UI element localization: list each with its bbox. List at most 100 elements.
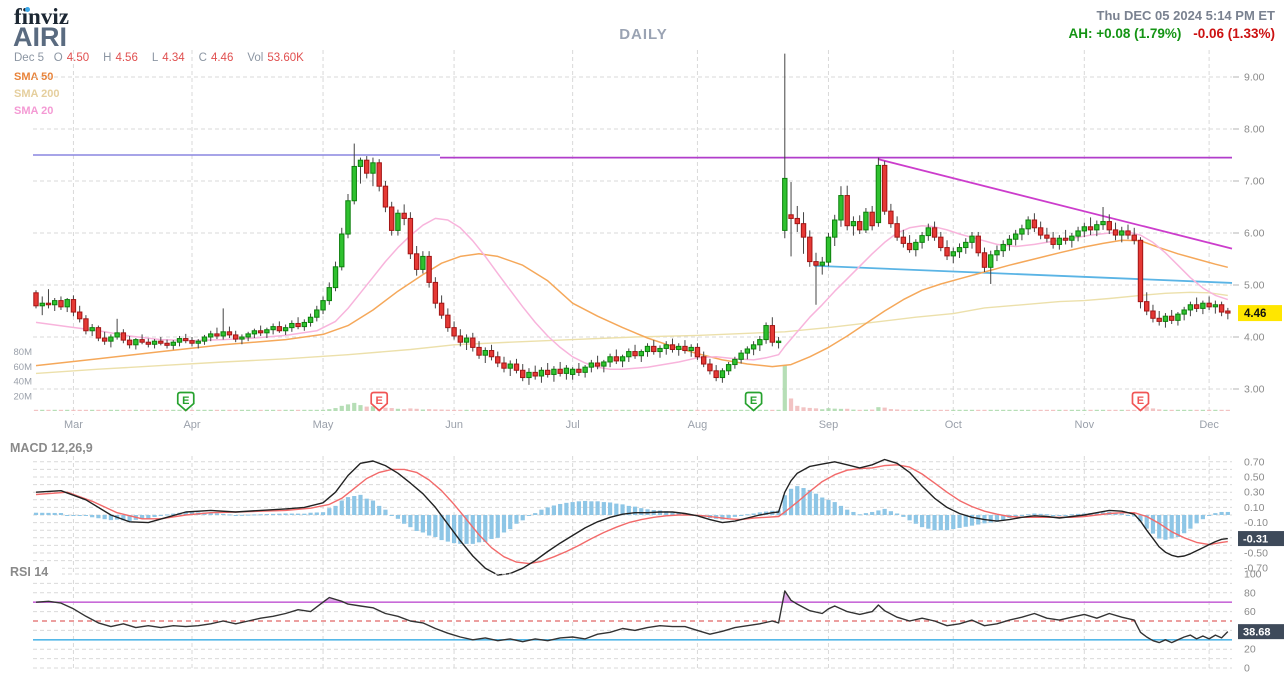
candle bbox=[994, 245, 1000, 262]
volume-bar bbox=[1026, 409, 1031, 411]
candle bbox=[457, 329, 464, 347]
month-label: Dec bbox=[1199, 419, 1219, 431]
macd-histogram-bar bbox=[795, 486, 800, 515]
volume-bar bbox=[888, 409, 893, 411]
finviz-logo[interactable]: finviz bbox=[14, 4, 69, 29]
candle bbox=[214, 327, 220, 340]
macd-histogram-bar bbox=[944, 515, 950, 531]
sma200-line bbox=[35, 291, 1228, 375]
last-price-value: 4.46 bbox=[1244, 308, 1266, 320]
macd-histogram-bar bbox=[620, 504, 625, 515]
candle bbox=[463, 334, 470, 350]
earnings-letter: E bbox=[376, 395, 383, 407]
macd-histogram-bar bbox=[626, 505, 631, 515]
candle bbox=[495, 351, 501, 368]
macd-histogram-bar bbox=[545, 507, 550, 515]
volume-bar bbox=[776, 409, 781, 411]
macd-histogram-bar bbox=[1094, 512, 1099, 515]
ohlc-label: H bbox=[103, 52, 112, 64]
ohlc-value: 53.60K bbox=[267, 52, 304, 64]
candle bbox=[700, 351, 707, 368]
macd-histogram-bar bbox=[464, 515, 469, 544]
volume-bar bbox=[358, 405, 363, 411]
macd-histogram-bar bbox=[501, 515, 507, 533]
candle bbox=[1225, 307, 1231, 320]
volume-bar bbox=[258, 409, 263, 411]
candle bbox=[544, 363, 551, 378]
volume-bar bbox=[264, 409, 269, 411]
candle bbox=[863, 208, 869, 233]
price-axis-label: 6.00 bbox=[1244, 228, 1265, 240]
candle bbox=[1193, 297, 1200, 313]
macd-histogram-bar bbox=[1219, 511, 1224, 515]
month-label: Apr bbox=[183, 419, 200, 431]
candle bbox=[725, 361, 732, 375]
volume-bar bbox=[720, 409, 725, 411]
candle bbox=[582, 365, 588, 378]
candle bbox=[264, 327, 270, 339]
candle bbox=[95, 325, 102, 342]
candle bbox=[476, 341, 482, 359]
macd-histogram-bar bbox=[1057, 515, 1062, 516]
macd-histogram-bar bbox=[533, 513, 538, 515]
candle bbox=[1087, 217, 1094, 236]
volume-bar bbox=[233, 409, 238, 411]
macd-histogram-bar bbox=[358, 494, 363, 515]
volume-bar bbox=[395, 408, 401, 411]
macd-histogram-bar bbox=[433, 515, 438, 538]
macd-histogram-bar bbox=[189, 512, 195, 515]
candle bbox=[526, 368, 532, 385]
candle bbox=[963, 238, 969, 254]
candle bbox=[501, 356, 507, 373]
candle bbox=[101, 331, 108, 345]
candle bbox=[894, 216, 900, 241]
volume-bar bbox=[152, 409, 157, 411]
candle bbox=[520, 364, 526, 382]
macd-histogram-bar bbox=[1194, 515, 1199, 524]
macd-histogram-bar bbox=[838, 505, 844, 515]
candle bbox=[807, 230, 813, 267]
candle bbox=[314, 305, 320, 322]
macd-histogram-bar bbox=[258, 514, 263, 516]
volume-bar bbox=[1225, 409, 1230, 411]
volume-bar bbox=[589, 409, 594, 411]
macd-histogram-bar bbox=[664, 511, 669, 515]
macd-histogram-bar bbox=[152, 515, 157, 518]
volume-bar bbox=[551, 409, 557, 411]
volume-bar bbox=[695, 409, 700, 411]
macd-histogram-bar bbox=[907, 515, 912, 521]
macd-histogram-bar bbox=[1069, 514, 1074, 516]
candle bbox=[1200, 300, 1206, 315]
macd-axis-label: -0.50 bbox=[1244, 548, 1268, 560]
volume-bar bbox=[583, 409, 588, 411]
ticker-symbol: AIRI bbox=[13, 22, 67, 52]
candle bbox=[1025, 216, 1031, 236]
volume-bar bbox=[851, 409, 856, 411]
macd-histogram-bar bbox=[607, 502, 613, 515]
macd-histogram-bar bbox=[1188, 515, 1193, 529]
earnings-letter: E bbox=[750, 395, 757, 407]
support-line-cyan bbox=[813, 264, 1233, 284]
macd-histogram-bar bbox=[589, 501, 594, 515]
candle bbox=[1168, 309, 1175, 324]
candle bbox=[1075, 226, 1081, 242]
volume-bar bbox=[408, 408, 413, 411]
rsi-panel-label: RSI 14 bbox=[10, 565, 48, 579]
volume-bar bbox=[533, 409, 538, 411]
candle bbox=[969, 231, 975, 249]
candle bbox=[326, 282, 332, 305]
candle bbox=[757, 335, 763, 352]
volume-bar bbox=[208, 409, 213, 411]
macd-histogram-bar bbox=[514, 515, 519, 524]
volume-bar bbox=[801, 407, 806, 411]
volume-bar bbox=[40, 409, 45, 411]
macd-histogram-bar bbox=[739, 515, 744, 516]
volume-bar bbox=[146, 409, 151, 411]
candle bbox=[145, 338, 152, 348]
macd-histogram-bar bbox=[289, 513, 294, 515]
candle bbox=[45, 289, 52, 309]
volume-bar bbox=[664, 409, 669, 411]
macd-histogram-bar bbox=[246, 514, 251, 516]
macd-histogram-bar bbox=[214, 513, 220, 515]
price-axis-label: 3.00 bbox=[1244, 384, 1265, 396]
